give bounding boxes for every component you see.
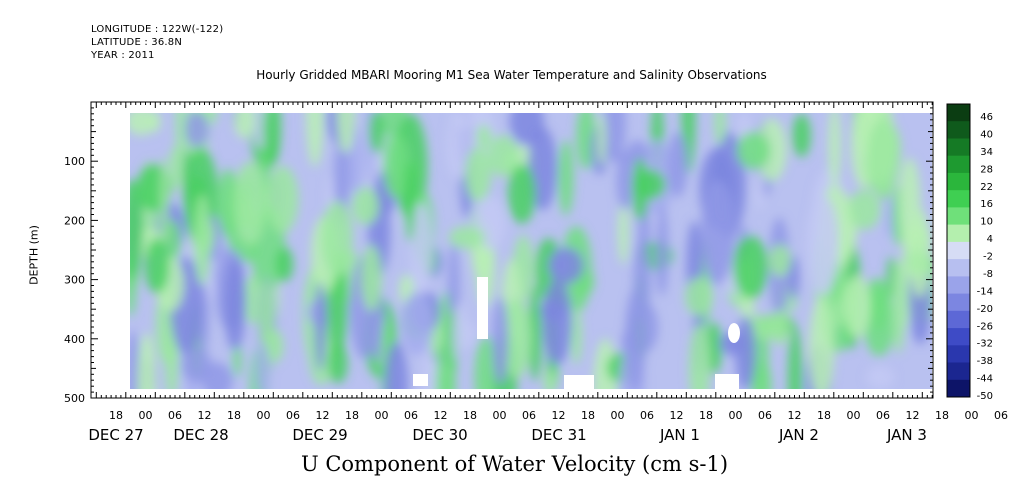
colorbar-label: -2 bbox=[983, 252, 993, 263]
y-tick-label: 200 bbox=[64, 214, 85, 227]
missing-data-patch bbox=[715, 374, 739, 389]
colorbar-label: -44 bbox=[977, 374, 993, 385]
colorbar-swatch bbox=[947, 310, 970, 329]
x-hour-label: 06 bbox=[286, 409, 300, 422]
colorbar-label: 28 bbox=[980, 164, 993, 175]
x-hour-label: 00 bbox=[611, 409, 625, 422]
colorbar-label: 10 bbox=[980, 217, 993, 228]
colorbar-label: -32 bbox=[977, 339, 993, 350]
colorbar-swatch bbox=[947, 328, 970, 346]
x-day-label: DEC 29 bbox=[292, 426, 347, 444]
x-hour-label: 06 bbox=[404, 409, 418, 422]
x-hour-label: 18 bbox=[109, 409, 123, 422]
year-label: YEAR : 2011 bbox=[91, 50, 155, 61]
x-hour-label: 18 bbox=[817, 409, 831, 422]
x-hour-label: 18 bbox=[699, 409, 713, 422]
y-tick-label: 400 bbox=[64, 333, 85, 346]
colorbar-label: -8 bbox=[983, 269, 993, 280]
latitude-label: LATITUDE : 36.8N bbox=[91, 37, 183, 48]
axis-ticks bbox=[91, 101, 933, 399]
x-hour-label: 12 bbox=[670, 409, 684, 422]
x-day-label: JAN 2 bbox=[778, 426, 819, 444]
x-hour-label: 12 bbox=[198, 409, 212, 422]
colorbar-swatch bbox=[947, 155, 970, 174]
colorbar-swatch bbox=[947, 293, 970, 312]
x-hour-label: 06 bbox=[640, 409, 654, 422]
missing-data-patch bbox=[564, 375, 594, 389]
x-hour-label: 12 bbox=[434, 409, 448, 422]
x-day-label: JAN 1 bbox=[659, 426, 700, 444]
x-hour-label: 06 bbox=[522, 409, 536, 422]
x-hour-label: 06 bbox=[994, 409, 1008, 422]
colorbar: 46 40 34 28 22 16 10 4 -2 -8 -14 -20 -26 -32 -38 -44 -50 bbox=[946, 103, 993, 402]
colorbar-label: 46 bbox=[980, 112, 993, 123]
x-hour-label: 06 bbox=[168, 409, 182, 422]
colorbar-swatch bbox=[947, 224, 970, 243]
missing-data-patch bbox=[413, 374, 428, 386]
x-day-label: DEC 28 bbox=[173, 426, 228, 444]
colorbar-swatch bbox=[947, 241, 970, 260]
colorbar-swatch bbox=[947, 121, 970, 139]
x-hour-label: 00 bbox=[375, 409, 389, 422]
x-hour-label: 12 bbox=[906, 409, 920, 422]
colorbar-swatch bbox=[947, 362, 970, 381]
colorbar-swatch bbox=[947, 138, 970, 157]
colorbar-label: -14 bbox=[977, 286, 993, 297]
colorbar-label: 16 bbox=[980, 199, 993, 210]
x-hour-label: 00 bbox=[847, 409, 861, 422]
longitude-label: LONGITUDE : 122W(-122) bbox=[91, 24, 224, 35]
x-hour-label: 06 bbox=[876, 409, 890, 422]
colorbar-label: 34 bbox=[980, 147, 993, 158]
colorbar-swatch bbox=[947, 345, 970, 363]
x-hour-label: 00 bbox=[965, 409, 979, 422]
missing-data-layer bbox=[413, 277, 740, 389]
x-day-label: DEC 31 bbox=[531, 426, 586, 444]
x-hour-label: 18 bbox=[463, 409, 477, 422]
x-hour-label: 00 bbox=[493, 409, 507, 422]
colorbar-label: -26 bbox=[977, 321, 993, 332]
x-axis-label: U Component of Water Velocity (cm s-1) bbox=[300, 452, 729, 476]
x-day-labels: DEC 27 DEC 28 DEC 29 DEC 30 DEC 31 JAN 1 JAN 2… bbox=[88, 426, 927, 444]
heatmap-field bbox=[130, 113, 932, 389]
y-tick-label: 300 bbox=[64, 274, 85, 287]
x-hour-label: 12 bbox=[316, 409, 330, 422]
x-hour-label: 00 bbox=[729, 409, 743, 422]
colorbar-label: 22 bbox=[980, 182, 993, 193]
field-texture bbox=[130, 113, 932, 389]
missing-data-patch bbox=[728, 323, 740, 343]
x-hour-labels: 18 00 06 12 18 00 06 12 18 00 06 12 18 00 06 12 18 00 06 12… bbox=[109, 409, 1008, 422]
x-hour-label: 00 bbox=[257, 409, 271, 422]
x-day-label: DEC 30 bbox=[412, 426, 467, 444]
colorbar-label: -20 bbox=[977, 304, 993, 315]
colorbar-swatch bbox=[947, 379, 970, 398]
x-hour-label: 18 bbox=[935, 409, 949, 422]
chart-title: Hourly Gridded MBARI Mooring M1 Sea Wate… bbox=[256, 68, 767, 82]
colorbar-swatch bbox=[947, 190, 970, 208]
colorbar-swatch bbox=[947, 172, 970, 191]
y-tick-label: 100 bbox=[64, 155, 85, 168]
colorbar-label: 40 bbox=[980, 129, 993, 140]
x-hour-label: 18 bbox=[581, 409, 595, 422]
x-hour-label: 12 bbox=[552, 409, 566, 422]
x-day-label: JAN 3 bbox=[886, 426, 927, 444]
colorbar-swatch bbox=[947, 207, 970, 226]
x-hour-label: 06 bbox=[758, 409, 772, 422]
colorbar-frame bbox=[946, 103, 971, 398]
colorbar-swatch bbox=[947, 259, 970, 277]
colorbar-label: -38 bbox=[977, 356, 993, 367]
colorbar-swatch bbox=[947, 276, 970, 295]
y-tick-labels: 100 200 300 400 500 bbox=[64, 155, 85, 405]
x-hour-label: 00 bbox=[139, 409, 153, 422]
x-hour-label: 18 bbox=[345, 409, 359, 422]
x-hour-label: 18 bbox=[227, 409, 241, 422]
colorbar-label: 4 bbox=[987, 234, 993, 245]
x-day-label: DEC 27 bbox=[88, 426, 143, 444]
colorbar-label: -50 bbox=[977, 391, 993, 402]
missing-data-patch bbox=[477, 277, 488, 339]
colorbar-swatch bbox=[947, 104, 970, 122]
y-tick-label: 500 bbox=[64, 392, 85, 405]
x-hour-label: 12 bbox=[788, 409, 802, 422]
